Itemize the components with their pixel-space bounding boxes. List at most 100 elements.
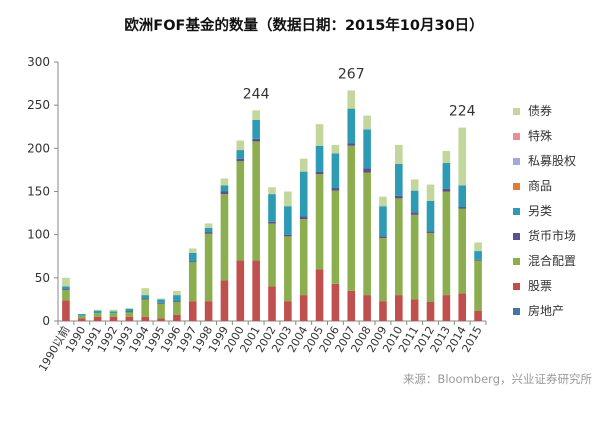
bar-segment (188, 301, 197, 321)
bar-segment (188, 248, 197, 253)
legend-label: 另类 (528, 204, 552, 218)
bar-segment (395, 144, 403, 164)
bar-segment (93, 316, 102, 321)
bar-segment (442, 295, 451, 321)
legend-label: 混合配置 (528, 253, 576, 268)
bar-segment (173, 295, 181, 302)
bar-segment (315, 145, 324, 172)
bar-segment (125, 312, 134, 317)
legend-swatch (513, 233, 520, 240)
bar-segment (173, 302, 181, 315)
bar-segment (426, 200, 435, 232)
bar-segment (268, 286, 276, 321)
bar-segment (474, 260, 482, 311)
bar-segment (395, 163, 403, 196)
legend-label: 货币市场 (528, 228, 576, 243)
bar-segment (331, 190, 340, 284)
bar-segment (220, 178, 229, 186)
bar-segment (77, 315, 86, 319)
bar-segment (458, 207, 467, 209)
legend-swatch (513, 183, 520, 190)
bar-segment (426, 184, 435, 201)
bar-segment (157, 299, 165, 303)
bar-segment (188, 262, 197, 302)
bar-segment (62, 286, 70, 290)
legend-label: 债券 (528, 103, 552, 118)
bar-segment (442, 150, 451, 164)
bar-segment (252, 110, 260, 120)
bar-segment (315, 174, 324, 270)
y-tick-label: 0 (42, 314, 50, 328)
y-tick-label: 150 (27, 185, 50, 199)
bar-segment (109, 313, 118, 317)
data-annotation: 224 (449, 104, 476, 120)
legend-swatch (513, 108, 520, 115)
bar-segment (93, 310, 102, 314)
bar-segment (188, 261, 197, 263)
bar-segment (141, 298, 149, 300)
bar-segment (474, 310, 482, 321)
bar-segment (141, 295, 149, 299)
bar-segment (204, 232, 213, 234)
bar-segment (188, 252, 197, 262)
bar-segment (204, 301, 213, 321)
bar-segment (331, 144, 340, 154)
bar-segment (331, 283, 340, 321)
bar-segment (62, 289, 70, 290)
bar-segment (395, 195, 403, 199)
bar-segment (379, 238, 387, 302)
data-annotation: 244 (243, 86, 270, 102)
y-tick-label: 300 (27, 55, 50, 69)
bar-segment (395, 295, 403, 321)
bar-segment (284, 191, 292, 207)
bar-segment (125, 308, 134, 309)
bar-segment (299, 216, 308, 220)
bar-segment (379, 301, 387, 321)
bar-segment (299, 171, 308, 217)
bar-segment (347, 90, 356, 109)
bar-segment (252, 119, 260, 139)
bar-segment (331, 188, 340, 191)
bar-segment (299, 219, 308, 296)
bar-segment (204, 223, 213, 228)
bar-segment (125, 308, 134, 312)
bar-segment (220, 280, 229, 321)
bar-segment (236, 161, 245, 261)
bar-segment (458, 127, 467, 186)
bar-segment (268, 194, 276, 222)
bar-segment (363, 295, 371, 321)
bar-segment (204, 227, 213, 233)
bar-segment (77, 318, 86, 321)
bar-segment (426, 231, 435, 233)
y-tick-label: 50 (35, 271, 50, 285)
bar-segment (458, 208, 467, 294)
bar-segment (109, 311, 118, 314)
bar-segment (379, 196, 387, 207)
bar-segment (442, 188, 451, 192)
bar-segment (426, 232, 435, 303)
bar-segment (157, 298, 165, 300)
bar-segment (252, 260, 260, 321)
bar-segment (284, 206, 292, 235)
bar-segment (426, 302, 435, 321)
bar-segment (458, 293, 467, 321)
bar-segment (173, 314, 181, 321)
legend-label: 房地产 (528, 303, 564, 318)
bar-segment (299, 158, 308, 172)
bar-segment (62, 289, 70, 301)
legend-swatch (513, 258, 520, 265)
legend-swatch (513, 308, 520, 315)
bar-segment (173, 290, 181, 296)
bar-segment (109, 316, 118, 321)
bar-segment (474, 242, 482, 252)
bar-segment (173, 301, 181, 303)
bar-segment (347, 290, 356, 321)
bar-segment (410, 212, 419, 215)
x-tick-labels: 1990以前1990199119921993199419951996199719… (35, 324, 484, 374)
legend-swatch (513, 133, 520, 140)
bar-segment (220, 191, 229, 195)
bar-segment (347, 143, 356, 146)
bar-segment (93, 309, 102, 311)
